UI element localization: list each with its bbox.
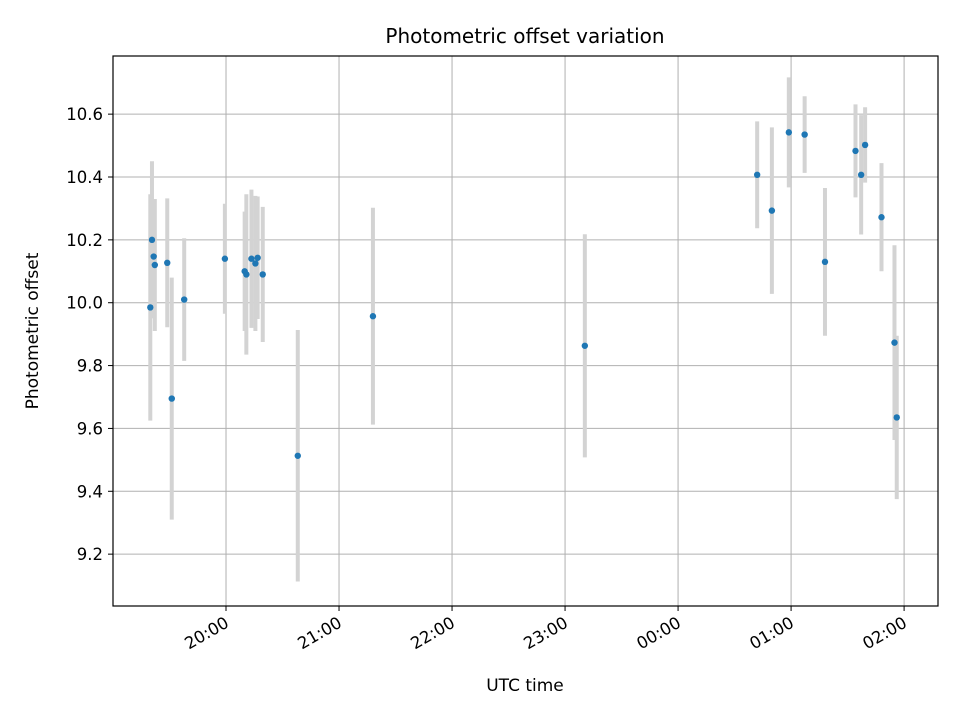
y-tick-label: 9.8 [77,357,103,376]
data-point [164,259,171,266]
data-point [150,253,157,260]
y-tick-label: 9.6 [77,419,103,438]
data-point [581,342,589,349]
data-point [878,214,885,221]
data-point [168,395,175,402]
data-point [893,414,900,421]
data-point [861,141,869,149]
data-point [369,313,377,320]
data-point [785,129,793,136]
data-point [857,171,865,178]
y-axis-ticks: 9.2 9.4 9.6 9.8 10.0 10.2 10.4 10.6 [66,105,113,564]
data-point [801,131,808,138]
y-tick-label: 10.4 [66,168,103,187]
data-point [151,261,159,269]
data-point [753,171,761,178]
data-point [248,255,255,262]
data-point [243,271,250,278]
data-point [852,147,859,155]
data-point [147,304,154,311]
chart-title: Photometric offset variation [385,24,664,48]
data-point [294,452,301,459]
data-point [768,207,776,214]
data-point [254,254,261,261]
data-point [148,236,156,244]
x-axis-label: UTC time [486,676,564,696]
plot-frame [112,55,939,607]
data-points [147,129,900,459]
y-tick-label: 10.0 [66,294,103,313]
y-tick-label: 10.2 [66,231,103,250]
y-tick-label: 10.6 [66,105,103,124]
data-point [180,296,188,303]
data-point [259,271,266,278]
y-tick-label: 9.2 [77,545,103,564]
data-point [821,258,829,266]
y-tick-label: 9.4 [77,482,103,501]
data-point [252,260,259,267]
data-point [221,255,229,262]
data-point [891,339,898,346]
y-axis-label: Photometric offset [23,252,43,409]
